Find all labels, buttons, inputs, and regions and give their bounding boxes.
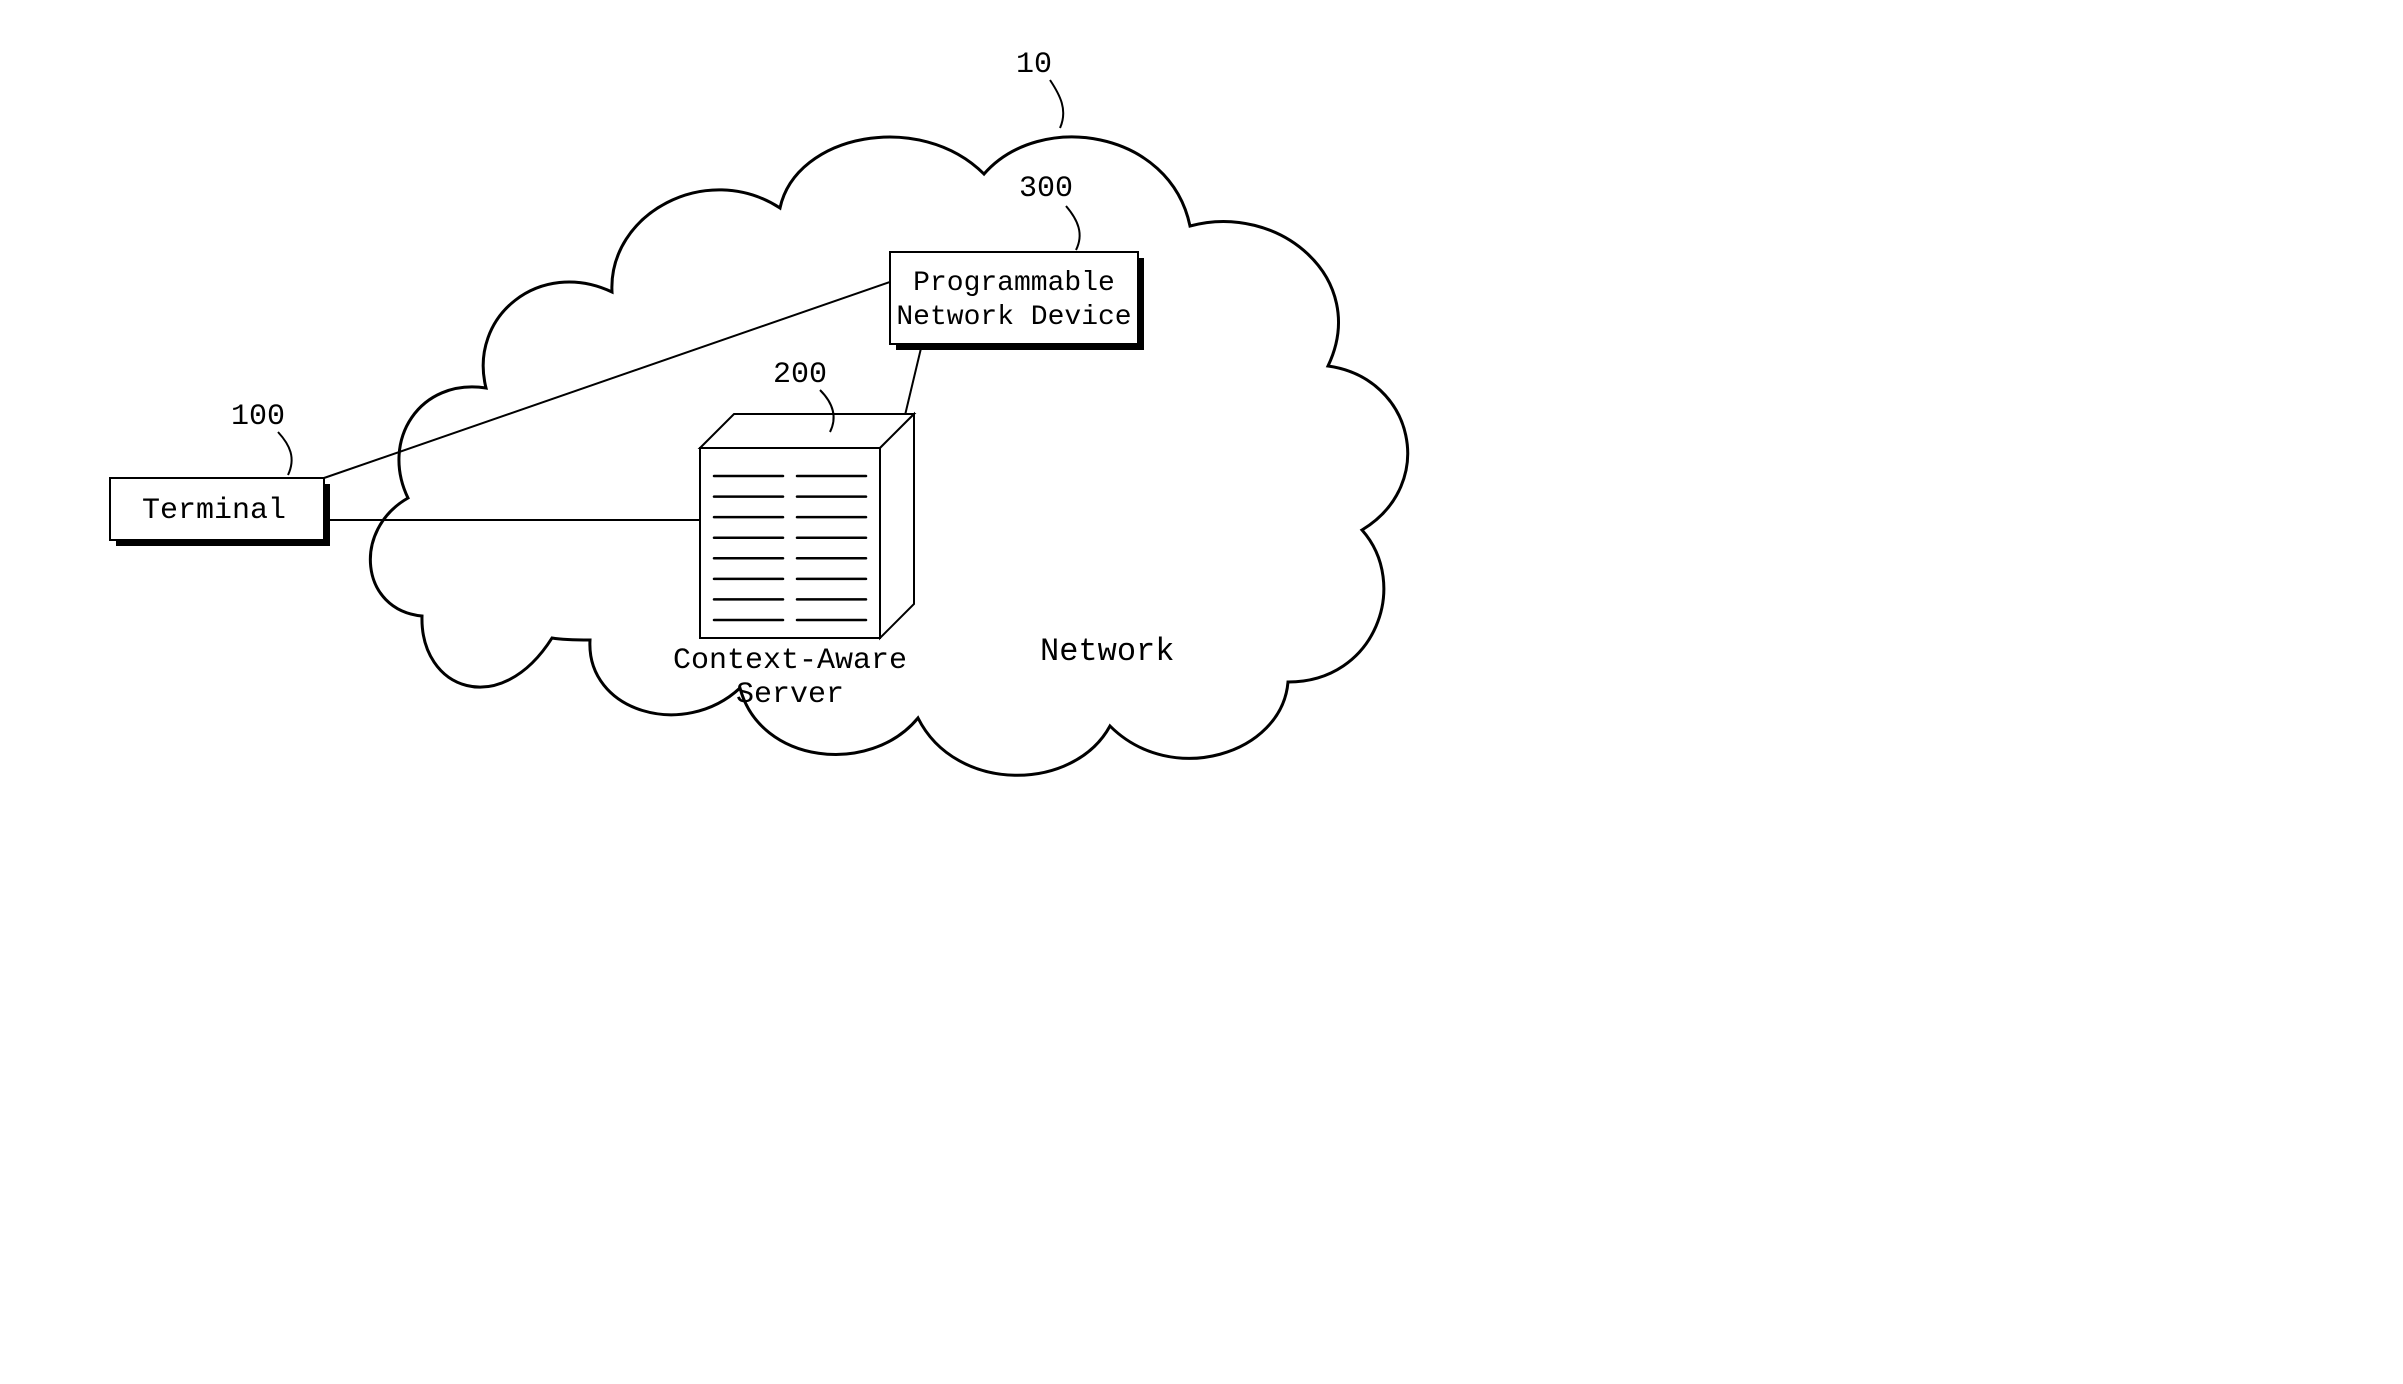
device-ref-label: 300 xyxy=(1019,172,1073,206)
terminal-label: Terminal xyxy=(142,494,286,528)
device-label-1: Programmable xyxy=(913,268,1115,299)
cloud-ref-leader xyxy=(1050,80,1063,128)
terminal-ref-label: 100 xyxy=(231,400,285,434)
server-label-1: Context-Aware xyxy=(673,644,907,678)
network-label: Network xyxy=(1040,633,1174,670)
server-label-2: Server xyxy=(736,678,844,712)
server-side xyxy=(880,414,914,638)
cloud-ref-label: 10 xyxy=(1016,48,1052,82)
device-ref-leader xyxy=(1066,206,1080,250)
server-ref-label: 200 xyxy=(773,358,827,392)
server-top xyxy=(700,414,914,448)
terminal-ref-leader xyxy=(278,432,292,475)
device-label-2: Network Device xyxy=(896,302,1131,333)
